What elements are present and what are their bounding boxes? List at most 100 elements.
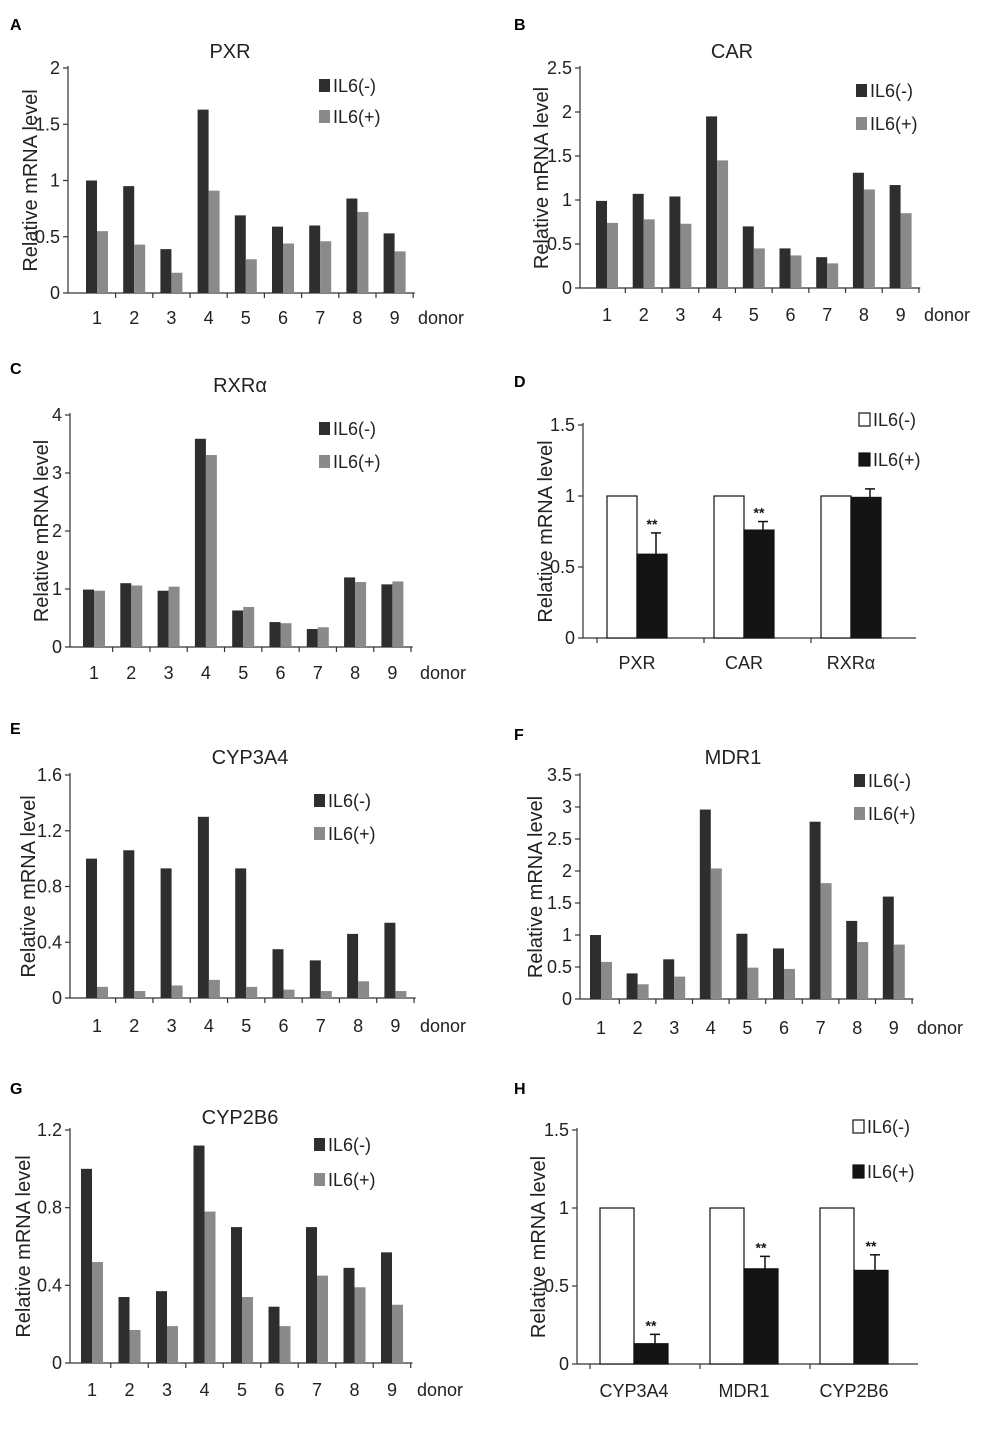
bar-il6-minus [232,610,244,647]
bar-il6-plus [204,1211,216,1363]
bar-il6-minus [736,933,748,999]
bar-il6-plus [320,241,332,293]
legend-swatch [856,117,867,130]
y-tick-label: 4 [52,405,62,425]
bar-il6-minus [699,809,711,999]
bar-il6-minus [606,495,638,639]
x-tick-label: 1 [89,663,99,683]
legend-swatch [856,84,867,97]
bar-il6-plus [607,222,618,288]
bar-il6-minus [86,180,97,293]
x-axis-label: donor [924,305,970,325]
legend-swatch [852,1164,865,1179]
bar-il6-plus [827,263,839,288]
legend-swatch [854,774,865,787]
bar-il6-minus [742,226,754,288]
x-tick-label: RXRα [827,653,875,673]
y-tick-label: 3.5 [547,765,572,785]
x-tick-label: 6 [278,308,288,328]
bar-il6-minus [160,249,172,293]
x-tick-label: 2 [129,1016,139,1036]
panel-label: F [514,727,524,744]
legend-swatch [314,1173,325,1186]
bar-il6-plus [747,967,759,999]
x-tick-label: 8 [349,1380,359,1400]
y-tick-label: 3 [562,797,572,817]
y-tick-label: 1 [559,1198,569,1218]
panel-h: H Relative mRNA level 0 0.5 1 1.5 CYP3A4 ** MDR1… [514,1081,918,1401]
bar-il6-plus [205,455,217,647]
y-tick-label: 1.5 [550,415,575,435]
x-tick-label: 9 [390,1016,400,1036]
y-axis-label: Relative mRNA level [535,440,557,622]
bar-il6-plus [710,868,722,999]
significance-label: ** [647,516,658,532]
x-tick-label: 2 [639,305,649,325]
bar-il6-minus [197,816,209,998]
bar-il6-minus [86,858,97,998]
x-tick-label: CAR [725,653,763,673]
bar-il6-minus [381,584,393,647]
x-tick-label: 6 [785,305,795,325]
y-tick-label: 1 [565,486,575,506]
bar-il6-minus [626,973,638,999]
x-tick-label: 9 [889,1018,899,1038]
y-axis-label: Relative mRNA level [531,87,553,269]
bar-il6-plus [853,1269,889,1365]
legend-label: IL6(-) [328,1135,371,1155]
bar-il6-plus [171,985,183,998]
bar-il6-plus [92,1262,103,1363]
bar-il6-plus [743,529,775,639]
y-tick-label: 1.2 [37,1120,62,1140]
legend-swatch [319,110,330,123]
bar-il6-minus [809,821,821,999]
bar-il6-minus [663,959,675,999]
x-tick-label: 3 [164,663,174,683]
bar-il6-plus [131,585,143,647]
x-axis-label: donor [417,1380,463,1400]
y-tick-label: 0 [52,988,62,1008]
y-tick-label: 1.2 [37,821,62,841]
legend-swatch [858,452,871,467]
y-tick-label: 1.5 [544,1120,569,1140]
x-tick-label: 1 [596,1018,606,1038]
x-tick-label: 3 [675,305,685,325]
x-tick-label: 1 [92,308,102,328]
x-tick-label: 7 [315,308,325,328]
bar-il6-plus [208,979,220,998]
bar-il6-minus [123,850,135,998]
bar-il6-minus [81,1168,92,1363]
x-tick-label: 8 [859,305,869,325]
bar-il6-minus [268,1306,280,1363]
x-tick-label: 2 [129,308,139,328]
legend-swatch [314,827,325,840]
y-tick-label: 2 [50,58,60,78]
x-tick-label: 4 [199,1380,209,1400]
x-tick-label: 7 [822,305,832,325]
x-tick-label: MDR1 [718,1381,769,1401]
legend-swatch [319,422,330,435]
bar-il6-minus [83,589,94,647]
bar-il6-minus [632,193,644,288]
bar-il6-minus [306,1227,317,1363]
bar-il6-plus [246,986,258,998]
x-tick-label: 9 [896,305,906,325]
x-tick-label: 6 [274,1380,284,1400]
y-tick-label: 0.5 [547,957,572,977]
y-tick-label: 0.8 [37,877,62,897]
chart-title: MDR1 [705,747,762,769]
legend-label: IL6(-) [328,791,371,811]
x-tick-label: 3 [162,1380,172,1400]
bar-il6-plus [355,582,367,647]
y-tick-label: 0.5 [35,227,60,247]
bar-il6-minus [157,590,169,647]
x-tick-label: 9 [387,1380,397,1400]
panel-label: H [514,1081,526,1098]
legend-label: IL6(+) [333,452,381,472]
x-tick-label: 5 [238,663,248,683]
bar-il6-plus [97,986,108,998]
y-tick-label: 0.4 [37,1275,62,1295]
bar-il6-minus [194,438,206,647]
legend-label: IL6(+) [868,804,916,824]
bar-il6-plus [643,219,655,288]
